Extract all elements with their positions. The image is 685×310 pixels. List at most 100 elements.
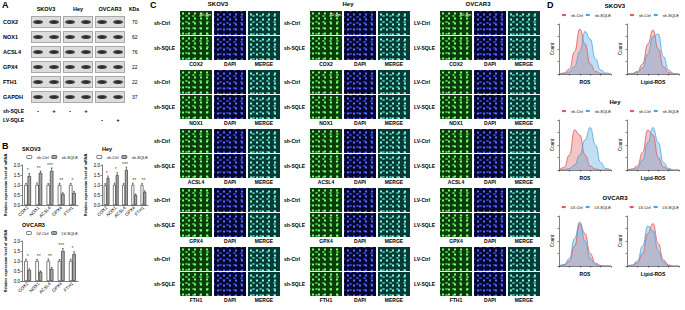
html-text:KDa: KDa: [129, 6, 139, 12]
svg-text:*: *: [106, 170, 108, 176]
svg-text:1.0: 1.0: [14, 183, 21, 188]
svg-text:1.0: 1.0: [94, 183, 101, 188]
svg-text:FTH1: FTH1: [63, 281, 75, 293]
svg-text:Hey: Hey: [102, 146, 113, 152]
html-text:SKOV3: SKOV3: [36, 6, 56, 12]
svg-text:2.0: 2.0: [94, 163, 101, 168]
svg-text:OVCAR3: OVCAR3: [602, 195, 628, 201]
svg-text:*: *: [71, 177, 73, 183]
svg-text:LV-Ctrl: LV-Ctrl: [571, 205, 583, 210]
svg-text:LV-Ctrl: LV-Ctrl: [36, 231, 48, 236]
svg-text:**: **: [132, 177, 136, 183]
html-text:NOX1: NOX1: [3, 34, 18, 40]
svg-text:**: **: [48, 253, 52, 259]
svg-text:sh-SQLE: sh-SQLE: [132, 155, 149, 160]
svg-text:**: **: [141, 177, 145, 183]
svg-text:Relative expression level of m: Relative expression level of mRNA: [4, 230, 8, 293]
svg-text:0.5: 0.5: [14, 269, 21, 274]
svg-text:Count: Count: [550, 234, 555, 247]
svg-text:NOX1: NOX1: [28, 205, 41, 218]
svg-text:GPX4: GPX4: [51, 205, 63, 217]
svg-text:COX2: COX2: [17, 281, 30, 294]
svg-text:0.5: 0.5: [14, 193, 21, 198]
svg-text:ACSL4: ACSL4: [113, 205, 127, 219]
html-text:B: B: [2, 141, 9, 151]
svg-text:sh-SQLE: sh-SQLE: [663, 109, 680, 114]
html-text:76: 76: [132, 49, 138, 55]
html-text:GPX4: GPX4: [3, 64, 18, 70]
html-text:22: 22: [132, 64, 138, 70]
svg-text:sh-SQLE: sh-SQLE: [62, 155, 79, 160]
svg-text:sh-SQLE: sh-SQLE: [663, 13, 680, 18]
svg-text:LV-SQLE: LV-SQLE: [62, 231, 79, 236]
svg-text:Count: Count: [550, 138, 555, 151]
svg-text:**: **: [37, 165, 41, 171]
svg-text:LV-Ctrl: LV-Ctrl: [639, 205, 651, 210]
svg-text:**: **: [37, 253, 41, 259]
svg-text:SKOV3: SKOV3: [22, 146, 41, 152]
svg-text:Relative expression level of m: Relative expression level of mRNA: [84, 154, 88, 217]
svg-text:Lipid-ROS: Lipid-ROS: [641, 79, 666, 85]
svg-text:sh-Ctrl: sh-Ctrl: [639, 109, 651, 114]
html-text:62: 62: [132, 34, 138, 40]
svg-text:COX2: COX2: [96, 205, 109, 218]
svg-text:Count: Count: [550, 42, 555, 55]
svg-text:NOX1: NOX1: [28, 281, 41, 294]
svg-text:GPX4: GPX4: [51, 281, 63, 293]
svg-text:***: ***: [122, 161, 128, 167]
svg-text:ACSL4: ACSL4: [38, 281, 52, 295]
svg-text:*: *: [27, 253, 29, 259]
svg-text:Count: Count: [618, 234, 623, 247]
svg-text:Count: Count: [618, 138, 623, 151]
svg-text:1.0: 1.0: [14, 259, 21, 264]
svg-text:LV-SQLE: LV-SQLE: [595, 205, 612, 210]
svg-text:1.5: 1.5: [14, 249, 21, 254]
svg-text:ROS: ROS: [580, 271, 592, 277]
svg-text:Lipid-ROS: Lipid-ROS: [641, 271, 666, 277]
html-text:C: C: [150, 0, 157, 10]
svg-text:*: *: [27, 167, 29, 173]
svg-text:0.5: 0.5: [94, 193, 101, 198]
svg-text:sh-Ctrl: sh-Ctrl: [571, 109, 583, 114]
svg-text:2.0: 2.0: [14, 239, 21, 244]
svg-text:sh-Ctrl: sh-Ctrl: [571, 13, 583, 18]
html-text:D: D: [547, 0, 554, 10]
svg-text:Hey: Hey: [609, 99, 621, 105]
html-text:A: A: [2, 0, 9, 10]
svg-text:***: ***: [47, 162, 53, 168]
svg-text:sh-Ctrl: sh-Ctrl: [639, 13, 651, 18]
svg-text:0.0: 0.0: [14, 279, 21, 284]
svg-text:1.5: 1.5: [14, 173, 21, 178]
svg-text:FTH1: FTH1: [63, 205, 75, 217]
svg-text:sh-Ctrl: sh-Ctrl: [107, 155, 119, 160]
html-text:ACSL4: ACSL4: [3, 49, 21, 55]
svg-text:ROS: ROS: [580, 175, 592, 181]
html-text:OVCAR3: OVCAR3: [98, 6, 122, 12]
svg-text:Relative expression level of m: Relative expression level of mRNA: [4, 154, 8, 217]
svg-text:*: *: [115, 166, 117, 172]
svg-text:ROS: ROS: [580, 79, 592, 85]
html-text:70: 70: [132, 19, 138, 25]
svg-text:GPX4: GPX4: [124, 205, 136, 218]
svg-text:***: ***: [58, 242, 64, 248]
svg-text:0.0: 0.0: [14, 203, 21, 208]
svg-text:*: *: [71, 245, 73, 251]
svg-text:Lipid-ROS: Lipid-ROS: [641, 175, 666, 181]
svg-text:**: **: [59, 177, 63, 183]
svg-text:SKOV3: SKOV3: [605, 3, 626, 9]
svg-text:Count: Count: [618, 42, 623, 55]
svg-text:0.0: 0.0: [94, 203, 101, 208]
svg-text:LV-SQLE: LV-SQLE: [663, 205, 680, 210]
svg-text:COX2: COX2: [17, 205, 30, 218]
svg-text:sh-SQLE: sh-SQLE: [595, 109, 612, 114]
svg-text:OVCAR3: OVCAR3: [22, 222, 45, 228]
html-text:COX2: COX2: [3, 19, 18, 25]
html-text:Hey: Hey: [73, 6, 83, 12]
svg-text:NOX1: NOX1: [105, 205, 118, 218]
svg-text:sh-Ctrl: sh-Ctrl: [37, 155, 49, 160]
svg-text:2.0: 2.0: [14, 163, 21, 168]
svg-text:1.5: 1.5: [94, 173, 101, 178]
svg-text:sh-SQLE: sh-SQLE: [595, 13, 612, 18]
svg-text:FTH1: FTH1: [134, 205, 146, 217]
svg-text:ACSL4: ACSL4: [38, 205, 52, 219]
